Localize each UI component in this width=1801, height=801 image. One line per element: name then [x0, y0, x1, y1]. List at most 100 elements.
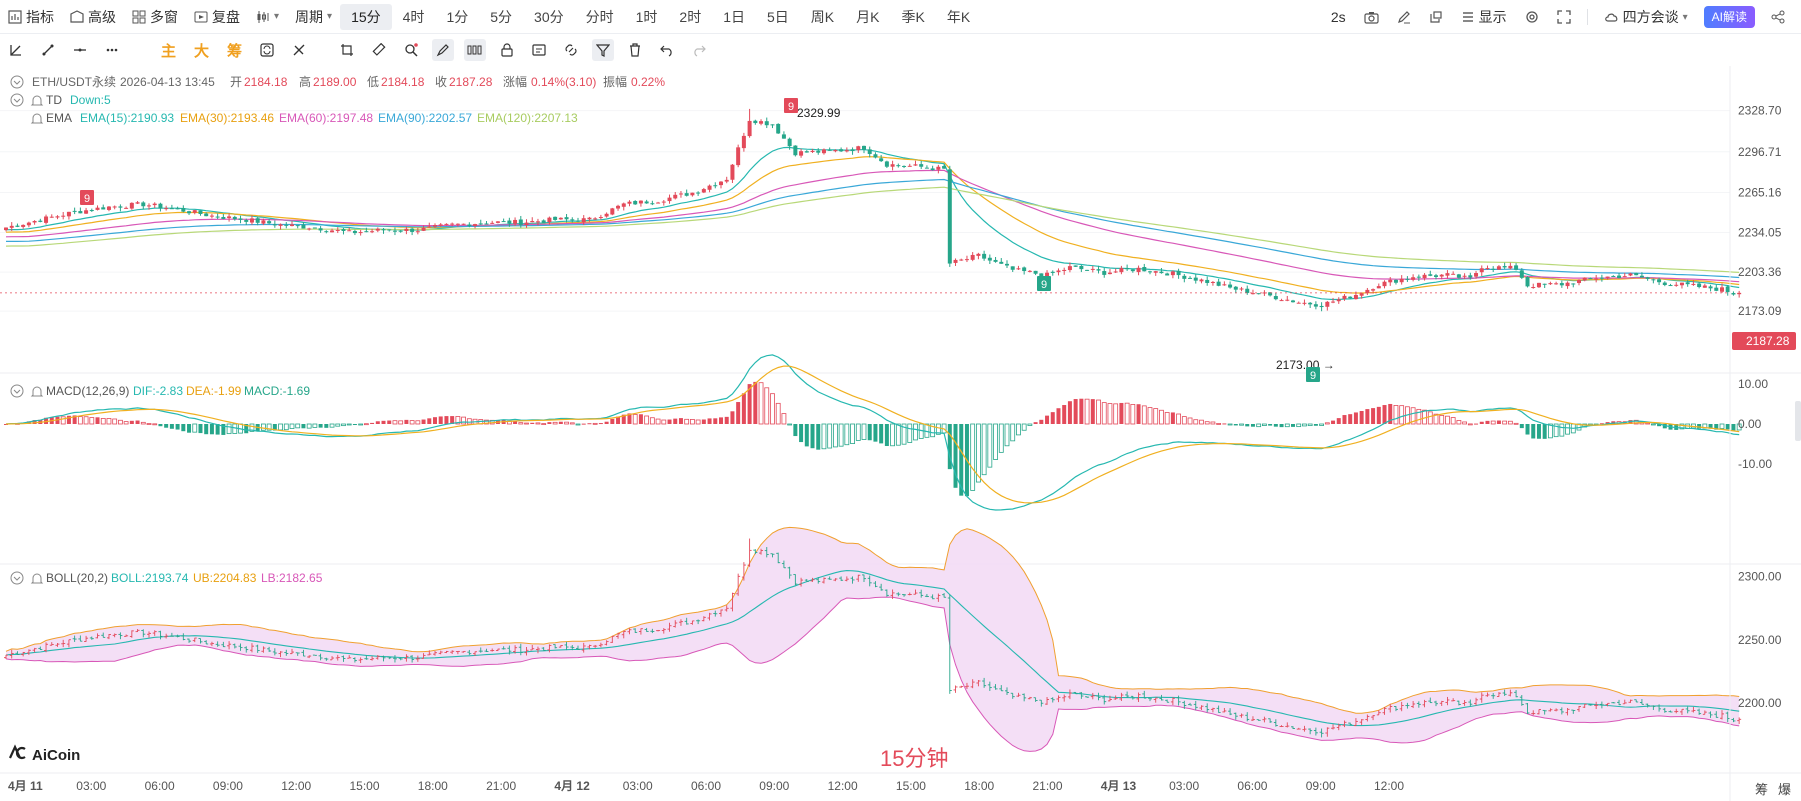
macd-bar — [1559, 423, 1565, 437]
timeframe-5[interactable]: 分时 — [585, 8, 614, 25]
timeframe-1[interactable]: 4时 — [402, 8, 425, 25]
segment-tool-icon[interactable] — [5, 39, 27, 61]
refresh-interval[interactable]: 2s — [1330, 9, 1346, 25]
candle-body — [1451, 273, 1456, 275]
macd-bar — [530, 422, 535, 424]
liquidation-panel-tab[interactable]: 爆 — [1778, 782, 1791, 797]
x-tick-label: 4月 11 — [8, 779, 43, 793]
candle-body — [1428, 274, 1433, 276]
timeframe-4[interactable]: 30分 — [534, 8, 564, 25]
popout-icon[interactable] — [1421, 4, 1451, 30]
big-order-toggle[interactable]: 大 — [194, 42, 210, 60]
ai-interpret-button[interactable]: AI解读 — [1703, 6, 1755, 28]
meeting-dropdown[interactable]: 四方会谈 ▾ — [1596, 4, 1696, 30]
filter-icon[interactable] — [592, 39, 615, 61]
timeframe-7[interactable]: 2时 — [679, 8, 702, 25]
bell-icon[interactable] — [30, 113, 44, 124]
magnet-brush-icon[interactable] — [432, 39, 455, 61]
macd-bar — [895, 423, 901, 446]
trendline-tool-icon[interactable] — [37, 39, 59, 61]
macd-bar — [564, 421, 569, 425]
legend-boll-label: BOLL(20,2) — [46, 571, 108, 585]
timeframe-13[interactable]: 年K — [946, 8, 971, 25]
bell-icon[interactable] — [30, 386, 44, 397]
macd-bar — [953, 424, 958, 488]
collapse-chevron-icon[interactable] — [10, 75, 24, 89]
macd-bar — [1645, 422, 1651, 425]
replay-button[interactable]: 复盘 — [186, 4, 248, 30]
macd-bar — [1119, 402, 1124, 424]
timeframe-10[interactable]: 周K — [810, 8, 835, 25]
collapse-chevron-icon[interactable] — [10, 93, 24, 107]
candle-body — [576, 220, 580, 222]
candle-body — [970, 254, 975, 260]
timeframe-3[interactable]: 5分 — [490, 8, 513, 25]
lock-icon[interactable] — [496, 39, 518, 61]
collapse-chevron-icon[interactable] — [10, 571, 24, 585]
horizontal-line-tool-icon[interactable] — [69, 39, 91, 61]
link-icon[interactable] — [560, 39, 582, 61]
timeframe-6[interactable]: 1时 — [635, 8, 658, 25]
share-icon[interactable] — [1763, 4, 1793, 30]
zoom-icon[interactable] — [400, 39, 422, 61]
candle-body — [1514, 265, 1519, 270]
macd-bar — [341, 423, 346, 427]
indicators-button[interactable]: 指标 — [0, 4, 62, 30]
legend-open: 2184.18 — [244, 75, 288, 89]
macd-bar — [392, 420, 398, 425]
macd-bar — [466, 418, 472, 425]
advanced-button[interactable]: 高级 — [62, 4, 124, 30]
macd-bar — [1353, 412, 1358, 424]
candle-body — [1256, 293, 1261, 295]
candle-body — [112, 206, 117, 208]
undo-icon[interactable] — [656, 39, 678, 61]
timeframe-2[interactable]: 1分 — [446, 8, 469, 25]
ruler-off-icon[interactable] — [288, 39, 310, 61]
redo-icon[interactable] — [688, 39, 710, 61]
chart-type-button[interactable]: ▾ — [248, 4, 287, 30]
timeframe-9[interactable]: 5日 — [767, 8, 789, 25]
main-force-toggle[interactable]: 主 — [161, 42, 177, 60]
more-tools-icon[interactable] — [101, 39, 123, 61]
macd-bar — [855, 423, 861, 441]
indicators-icon — [8, 9, 22, 24]
candle-body — [1182, 275, 1187, 279]
pen-icon[interactable] — [1389, 4, 1419, 30]
macd-bar — [547, 422, 552, 424]
ruler-icon[interactable] — [368, 39, 390, 61]
camera-icon[interactable] — [1356, 4, 1387, 30]
macd-bar — [810, 424, 815, 449]
candle-body — [976, 253, 981, 256]
bell-icon[interactable] — [30, 95, 44, 106]
candle-body — [661, 201, 666, 203]
candle-body — [232, 216, 237, 220]
timeframe-12[interactable]: 季K — [901, 8, 925, 25]
x-tick-label: 03:00 — [623, 779, 653, 793]
candle-body — [776, 123, 781, 134]
bell-icon[interactable] — [30, 573, 44, 584]
macd-bar — [1090, 399, 1095, 424]
macd-bar — [993, 423, 998, 460]
hide-drawings-icon[interactable] — [464, 39, 487, 61]
crop-icon[interactable] — [336, 39, 358, 61]
macd-bar — [816, 424, 821, 450]
timeframe-0[interactable]: 15分 — [340, 3, 392, 30]
candle-body — [1296, 302, 1301, 304]
template-icon[interactable] — [528, 39, 550, 61]
collapse-chevron-icon[interactable] — [10, 384, 24, 398]
settings-gear-icon[interactable] — [1517, 4, 1547, 30]
macd-bar — [44, 417, 49, 424]
trash-icon[interactable] — [624, 39, 646, 61]
timeframe-11[interactable]: 月K — [856, 8, 880, 25]
multi-window-button[interactable]: 多窗 — [124, 4, 186, 30]
chart-canvas[interactable]: 2328.70 2296.71 2265.16 2234.05 2203.36 2173.… — [0, 66, 1801, 801]
sync-icon[interactable] — [256, 39, 278, 61]
right-scroll-handle[interactable] — [1795, 401, 1801, 441]
period-dropdown[interactable]: 周期 ▾ — [287, 4, 340, 30]
fullscreen-icon[interactable] — [1549, 4, 1579, 30]
display-button[interactable]: 显示 — [1453, 4, 1515, 30]
candle-body — [421, 227, 426, 231]
chips-toggle[interactable]: 筹 — [227, 42, 243, 60]
timeframe-8[interactable]: 1日 — [723, 8, 745, 25]
chips-panel-tab[interactable]: 筹 — [1755, 782, 1768, 797]
